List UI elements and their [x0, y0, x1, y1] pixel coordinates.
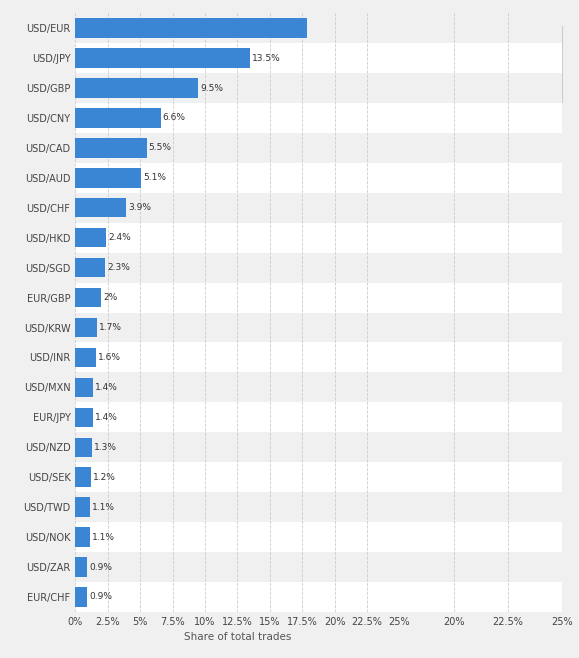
Text: 2.3%: 2.3%: [107, 263, 130, 272]
Text: 1.7%: 1.7%: [99, 323, 122, 332]
Text: 1.1%: 1.1%: [91, 503, 115, 512]
Bar: [75, 522, 400, 552]
Bar: [75, 13, 400, 43]
Bar: [75, 108, 161, 128]
Bar: [75, 467, 91, 487]
Text: 5.5%: 5.5%: [149, 143, 171, 153]
Bar: [75, 342, 400, 372]
Text: 9.5%: 9.5%: [200, 84, 223, 93]
Bar: [75, 527, 90, 547]
Bar: [400, 13, 562, 43]
Bar: [400, 372, 562, 403]
Bar: [75, 407, 93, 427]
Bar: [75, 78, 199, 98]
Bar: [400, 522, 562, 552]
Bar: [400, 43, 562, 73]
Bar: [400, 492, 562, 522]
Text: 3.9%: 3.9%: [128, 203, 151, 213]
Text: 1.4%: 1.4%: [96, 383, 118, 392]
Text: 1.6%: 1.6%: [98, 353, 121, 362]
Bar: [75, 18, 307, 38]
Bar: [400, 163, 562, 193]
Text: 5.1%: 5.1%: [144, 173, 166, 182]
Bar: [75, 492, 400, 522]
Text: 0.9%: 0.9%: [89, 592, 112, 601]
Bar: [75, 258, 105, 278]
Bar: [75, 163, 400, 193]
Bar: [75, 168, 141, 188]
Text: 0.9%: 0.9%: [89, 563, 112, 572]
Bar: [400, 342, 562, 372]
Text: 1.1%: 1.1%: [91, 532, 115, 542]
X-axis label: Share of total trades: Share of total trades: [184, 632, 291, 642]
Text: 13.5%: 13.5%: [252, 53, 281, 63]
Bar: [75, 138, 146, 158]
Bar: [75, 48, 250, 68]
Bar: [400, 432, 562, 462]
Text: 1.3%: 1.3%: [94, 443, 117, 452]
Bar: [75, 557, 87, 577]
Text: 1.2%: 1.2%: [93, 472, 116, 482]
Bar: [400, 313, 562, 342]
Bar: [400, 402, 562, 432]
Bar: [75, 73, 400, 103]
Bar: [75, 462, 400, 492]
Bar: [75, 133, 400, 163]
Bar: [75, 193, 400, 222]
Text: 1.4%: 1.4%: [96, 413, 118, 422]
Bar: [400, 283, 562, 313]
Text: 13.5%: 13.5%: [461, 78, 496, 88]
Text: 2%: 2%: [103, 293, 118, 302]
Bar: [75, 372, 400, 403]
Bar: [75, 318, 97, 338]
Bar: [75, 347, 96, 367]
Text: USD/JPY: USD/JPY: [463, 40, 513, 50]
Bar: [75, 253, 400, 283]
Bar: [75, 378, 93, 397]
Bar: [75, 497, 90, 517]
Bar: [75, 288, 101, 307]
Bar: [75, 43, 400, 73]
Bar: [75, 198, 126, 218]
Bar: [75, 552, 400, 582]
Bar: [75, 587, 87, 607]
Bar: [400, 133, 562, 163]
Bar: [400, 462, 562, 492]
Bar: [400, 222, 562, 253]
Bar: [400, 552, 562, 582]
Bar: [75, 438, 92, 457]
Bar: [75, 228, 107, 247]
Bar: [400, 193, 562, 222]
Bar: [75, 222, 400, 253]
Bar: [75, 582, 400, 612]
Bar: [400, 73, 562, 103]
Bar: [75, 402, 400, 432]
Bar: [400, 253, 562, 283]
Text: 2.4%: 2.4%: [108, 233, 131, 242]
Text: 6.6%: 6.6%: [163, 113, 186, 122]
Bar: [75, 313, 400, 342]
Bar: [75, 432, 400, 462]
Bar: [400, 103, 562, 133]
Bar: [400, 582, 562, 612]
Bar: [75, 283, 400, 313]
Bar: [75, 103, 400, 133]
